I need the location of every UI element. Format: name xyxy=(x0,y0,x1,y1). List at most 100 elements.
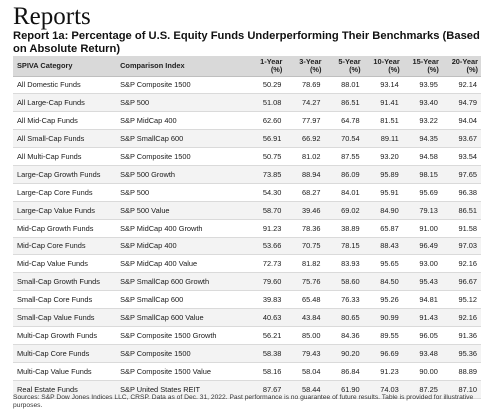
report-title: Report 1a: Percentage of U.S. Equity Fun… xyxy=(13,30,480,55)
value-cell: 86.51 xyxy=(441,201,481,220)
comparison-index-cell: S&P Composite 1500 Value xyxy=(116,362,247,381)
value-cell: 96.38 xyxy=(441,183,481,202)
header-period-label: 10-Year xyxy=(373,56,400,66)
header-period-unit: (%) xyxy=(388,64,400,74)
value-cell: 94.04 xyxy=(441,111,481,131)
value-cell: 66.92 xyxy=(285,129,325,149)
value-cell: 56.91 xyxy=(246,129,286,149)
value-cell: 90.20 xyxy=(324,344,364,363)
table-row: Large-Cap Growth Funds S&P 500 Growth 73.8… xyxy=(13,165,481,184)
table-body: All Domestic Funds S&P Composite 1500 50.2… xyxy=(13,76,481,399)
value-cell: 84.90 xyxy=(363,201,403,220)
header-comparison-index: Comparison Index xyxy=(116,56,247,77)
table-row: Multi-Cap Value Funds S&P Composite 1500 … xyxy=(13,362,481,381)
value-cell: 75.76 xyxy=(285,272,325,292)
value-cell: 88.01 xyxy=(324,76,364,95)
value-cell: 93.54 xyxy=(441,147,481,166)
value-cell: 96.05 xyxy=(402,326,442,345)
spiva-category-cell: Small-Cap Core Funds xyxy=(13,290,117,310)
value-cell: 86.84 xyxy=(324,362,364,381)
value-cell: 95.65 xyxy=(363,254,403,274)
value-cell: 61.90 xyxy=(324,380,364,399)
value-cell: 93.40 xyxy=(402,93,442,113)
spiva-table: SPIVA Category Comparison Index 1-Year (%… xyxy=(13,56,481,399)
comparison-index-cell: S&P MidCap 400 xyxy=(116,111,247,131)
spiva-category-cell: Large-Cap Growth Funds xyxy=(13,165,117,184)
spiva-category-cell: All Large-Cap Funds xyxy=(13,93,117,113)
value-cell: 87.55 xyxy=(324,147,364,166)
value-cell: 97.03 xyxy=(441,237,481,256)
header-row: SPIVA Category Comparison Index 1-Year (%… xyxy=(13,56,481,77)
value-cell: 85.00 xyxy=(285,326,325,345)
value-cell: 70.75 xyxy=(285,237,325,256)
comparison-index-cell: S&P 500 Growth xyxy=(116,165,247,184)
value-cell: 97.65 xyxy=(441,165,481,184)
value-cell: 96.49 xyxy=(402,237,442,256)
value-cell: 98.15 xyxy=(402,165,442,184)
value-cell: 74.03 xyxy=(363,380,403,399)
spiva-category-cell: Multi-Cap Growth Funds xyxy=(13,326,117,345)
table-row: Mid-Cap Growth Funds S&P MidCap 400 Growt… xyxy=(13,219,481,238)
header-period: 10-Year (%) xyxy=(363,56,403,77)
value-cell: 58.70 xyxy=(246,201,286,220)
value-cell: 94.79 xyxy=(441,93,481,113)
value-cell: 70.54 xyxy=(324,129,364,149)
header-period-label: 15-Year xyxy=(412,56,439,66)
value-cell: 96.69 xyxy=(363,344,403,363)
value-cell: 50.75 xyxy=(246,147,286,166)
value-cell: 95.36 xyxy=(441,344,481,363)
table-header: SPIVA Category Comparison Index 1-Year (%… xyxy=(13,56,481,77)
value-cell: 95.43 xyxy=(402,272,442,292)
value-cell: 65.87 xyxy=(363,219,403,238)
value-cell: 91.41 xyxy=(363,93,403,113)
comparison-index-cell: S&P Composite 1500 xyxy=(116,344,247,363)
spiva-category-cell: Mid-Cap Growth Funds xyxy=(13,219,117,238)
value-cell: 81.51 xyxy=(363,111,403,131)
value-cell: 54.30 xyxy=(246,183,286,202)
value-cell: 73.85 xyxy=(246,165,286,184)
comparison-index-cell: S&P 500 Value xyxy=(116,201,247,220)
spiva-category-cell: Real Estate Funds xyxy=(13,380,117,399)
header-period-unit: (%) xyxy=(427,64,439,74)
value-cell: 96.67 xyxy=(441,272,481,292)
value-cell: 84.36 xyxy=(324,326,364,345)
value-cell: 76.33 xyxy=(324,290,364,310)
header-period-label: 1-Year xyxy=(260,56,283,66)
value-cell: 91.36 xyxy=(441,326,481,345)
value-cell: 93.20 xyxy=(363,147,403,166)
comparison-index-cell: S&P 500 xyxy=(116,93,247,113)
value-cell: 94.81 xyxy=(402,290,442,310)
value-cell: 58.04 xyxy=(285,362,325,381)
value-cell: 91.23 xyxy=(246,219,286,238)
value-cell: 78.36 xyxy=(285,219,325,238)
comparison-index-cell: S&P MidCap 400 Growth xyxy=(116,219,247,238)
table-row: All Large-Cap Funds S&P 500 51.08 74.27 86.5… xyxy=(13,93,481,113)
spiva-category-cell: Mid-Cap Core Funds xyxy=(13,237,117,256)
value-cell: 58.16 xyxy=(246,362,286,381)
value-cell: 78.69 xyxy=(285,76,325,95)
value-cell: 93.67 xyxy=(441,129,481,149)
header-period: 20-Year (%) xyxy=(441,56,481,77)
header-spiva-category: SPIVA Category xyxy=(13,56,117,77)
spiva-category-cell: Multi-Cap Value Funds xyxy=(13,362,117,381)
value-cell: 50.29 xyxy=(246,76,286,95)
table-row: All Multi-Cap Funds S&P Composite 1500 50.… xyxy=(13,147,481,166)
value-cell: 90.99 xyxy=(363,308,403,327)
table-row: Multi-Cap Core Funds S&P Composite 1500 58… xyxy=(13,344,481,363)
value-cell: 53.66 xyxy=(246,237,286,256)
spiva-category-cell: Small-Cap Value Funds xyxy=(13,308,117,327)
header-period: 5-Year (%) xyxy=(324,56,364,77)
value-cell: 81.82 xyxy=(285,254,325,274)
value-cell: 38.89 xyxy=(324,219,364,238)
header-period: 15-Year (%) xyxy=(402,56,442,77)
comparison-index-cell: S&P Composite 1500 Growth xyxy=(116,326,247,345)
spiva-category-cell: All Small-Cap Funds xyxy=(13,129,117,149)
value-cell: 93.48 xyxy=(402,344,442,363)
spiva-category-cell: Multi-Cap Core Funds xyxy=(13,344,117,363)
value-cell: 89.55 xyxy=(363,326,403,345)
value-cell: 69.02 xyxy=(324,201,364,220)
value-cell: 92.16 xyxy=(441,254,481,274)
value-cell: 90.00 xyxy=(402,362,442,381)
header-period: 3-Year (%) xyxy=(285,56,325,77)
value-cell: 58.60 xyxy=(324,272,364,292)
